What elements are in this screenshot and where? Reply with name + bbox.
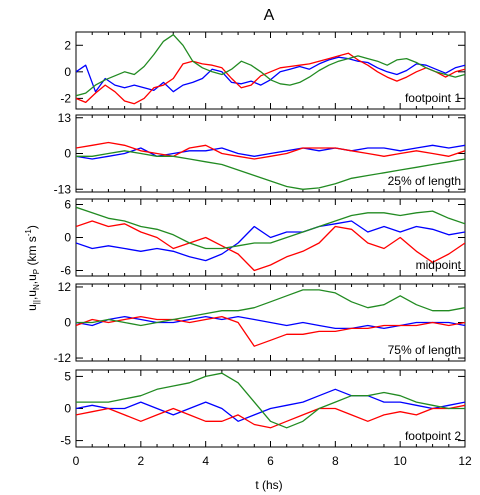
y-tick-label: 0 [64, 402, 71, 416]
series-line-u_parallel [76, 388, 465, 422]
y-tick-label: 12 [58, 280, 72, 294]
series-group [76, 206, 465, 272]
y-tick-label: 0 [64, 231, 71, 245]
series-group [76, 289, 465, 347]
y-tick-label: -2 [60, 91, 71, 105]
series-line-u_P [76, 372, 465, 429]
y-tick-label: 5 [64, 369, 71, 383]
y-tick-label: -12 [54, 351, 72, 365]
x-tick-label: 0 [73, 454, 80, 468]
y-axis-label: u||,uN,uP (km s-1) [24, 225, 41, 311]
series-line-u_parallel [76, 220, 465, 262]
panel-3: 6 0 -6 midpoint [60, 198, 466, 278]
panel-label: midpoint [416, 258, 462, 272]
y-tick-label: -13 [54, 182, 72, 196]
y-tick-label: 0 [64, 316, 71, 330]
x-tick-label: 8 [332, 454, 339, 468]
x-tick-label: 2 [137, 454, 144, 468]
panel-5: 5 0 -5 footpoint 2 [60, 369, 466, 448]
series-line-u_N [76, 315, 465, 347]
panel-4: 12 0 -12 75% of length [54, 280, 466, 365]
series-line-u_N [76, 141, 465, 160]
x-tick-label: 10 [393, 454, 407, 468]
panel-label: 25% of length [388, 174, 461, 188]
y-tick-label: 2 [64, 38, 71, 52]
chart-title: A [264, 7, 275, 24]
series-line-u_P [76, 34, 465, 97]
x-tick-label: 6 [267, 454, 274, 468]
series-line-u_P [76, 289, 465, 327]
panel-label: 75% of length [388, 343, 461, 357]
panel-2: 13 0 -13 25% of length [54, 111, 466, 196]
series-group [76, 372, 465, 429]
panel-label: footpoint 2 [405, 429, 461, 443]
x-axis-label: t (hs) [255, 478, 282, 492]
series-line-u_N [76, 52, 465, 105]
x-tick-labels: 0 2 4 6 8 10 12 [73, 454, 472, 468]
y-tick-label: 13 [58, 111, 72, 125]
series-group [76, 34, 465, 105]
series-line-u_P [76, 150, 465, 190]
series-line-u_N [76, 404, 465, 429]
y-tick-label: 0 [64, 65, 71, 79]
panels: 2 0 -2 footpoint 1 13 0 -13 25% of length 6 0 -6 mi… [54, 31, 466, 448]
y-tick-label: -6 [60, 264, 71, 278]
x-tick-label: 4 [202, 454, 209, 468]
series-line-u_N [76, 220, 465, 272]
series-group [76, 141, 465, 190]
y-tick-label: 0 [64, 147, 71, 161]
x-tick-label: 12 [458, 454, 472, 468]
series-line-u_parallel [76, 144, 465, 160]
panel-1: 2 0 -2 footpoint 1 [60, 31, 466, 110]
panel-label: footpoint 1 [405, 91, 461, 105]
series-line-u_P [76, 206, 465, 250]
y-tick-label: 6 [64, 198, 71, 212]
y-tick-label: -5 [60, 434, 71, 448]
